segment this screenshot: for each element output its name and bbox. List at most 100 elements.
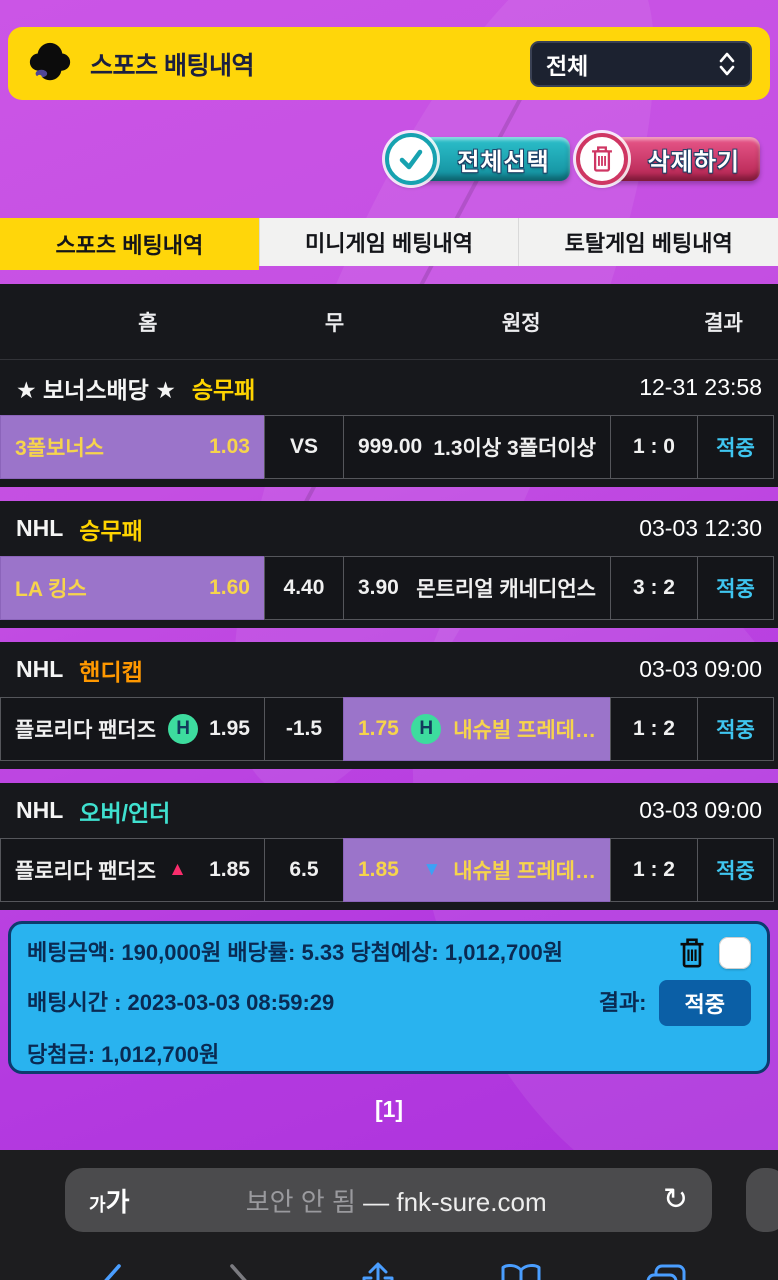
result-cell: 적중	[696, 697, 774, 761]
delete-ticket-trash-icon[interactable]	[677, 936, 707, 970]
market-label: 승무패	[191, 376, 256, 403]
security-label: 보안 안 됨	[245, 1186, 356, 1217]
draw-value: VS	[289, 435, 318, 458]
market-label: 핸디캡	[79, 658, 143, 685]
match-datetime: 03-03 09:00	[639, 656, 762, 682]
trash-icon	[575, 133, 628, 185]
expected-win-value: 1,012,700원	[444, 940, 563, 965]
domain-text: fnk-sure.com	[396, 1186, 547, 1217]
share-icon[interactable]	[358, 1262, 398, 1280]
result-label: 결과:	[598, 990, 647, 1015]
win-amount-label: 당첨금:	[27, 1042, 96, 1067]
score-value: 1 : 2	[632, 858, 675, 881]
away-odds-value: 1.85	[357, 858, 399, 881]
market-label: 승무패	[79, 517, 143, 544]
over-triangle-icon: ▲	[168, 859, 187, 880]
league-label: NHL	[16, 656, 64, 682]
bet-row: 3폴보너스 1.03 VS 999.00 1.3이상 3폴더이상 1 : 0 적…	[0, 415, 778, 487]
tab-minigame-betting[interactable]: 미니게임 베팅내역	[258, 218, 519, 266]
draw-odds-cell: VS	[263, 415, 344, 479]
board-section-2: NHL 승무패 03-03 12:30 LA 킹스 1.60 4.40 3.90…	[0, 501, 778, 628]
text-size-large-glyph: 가	[105, 1186, 130, 1217]
forward-icon[interactable]	[226, 1262, 256, 1280]
tabs-icon[interactable]	[644, 1262, 688, 1280]
handicap-line-cell: -1.5	[263, 697, 344, 761]
expected-win-label: 당첨예상:	[350, 940, 439, 965]
result-status: 적중	[716, 578, 755, 601]
text-size-button[interactable]: 가 가	[89, 1182, 129, 1219]
bet-row: 플로리다 팬더즈 ▲ 1.85 6.5 1.85 ▼ 내슈빌 프레데… 1	[0, 838, 778, 910]
select-chevrons-icon	[718, 50, 736, 78]
home-odds-value: 1.60	[209, 576, 250, 599]
score-value: 3 : 2	[632, 576, 675, 599]
board-column-headers: 홈 무 원정 결과	[0, 284, 778, 360]
tab-sports-betting[interactable]: 스포츠 베팅내역	[0, 218, 259, 270]
browser-toolbar	[0, 1262, 778, 1280]
match-header: NHL 승무패 03-03 12:30	[0, 501, 778, 556]
bet-summary-card: 베팅금액: 190,000원 배당률: 5.33 당첨예상: 1,012,700…	[8, 921, 770, 1074]
result-status: 적중	[716, 860, 755, 883]
home-odds-value: 1.03	[209, 435, 250, 458]
check-icon	[385, 133, 438, 185]
bet-row: 플로리다 팬더즈 H 1.95 -1.5 1.75 H 내슈빌 프레데…	[0, 697, 778, 769]
handicap-badge-icon: H	[411, 714, 442, 744]
match-header: NHL 오버/언더 03-03 09:00	[0, 783, 778, 838]
bet-amount-label: 베팅금액:	[27, 940, 116, 965]
home-team-name: 3폴보너스	[15, 437, 104, 460]
board-section-1: 홈 무 원정 결과 ★ 보너스배당 ★ 승무패 12-31 23:58 3폴보너…	[0, 284, 778, 487]
home-team-name: 플로리다 팬더즈	[15, 719, 157, 742]
away-team-name: 몬트리얼 캐네디언스	[416, 578, 596, 601]
draw-value: 4.40	[283, 576, 325, 599]
bet-time-line: 배팅시간 : 2023-03-03 08:59:29	[27, 986, 334, 1020]
result-status: 적중	[716, 719, 755, 742]
away-team-name: 내슈빌 프레데…	[453, 860, 596, 883]
over-under-line-cell: 6.5	[263, 838, 344, 902]
filter-selected-value: 전체	[546, 52, 589, 79]
away-odds-cell: 999.00 1.3이상 3폴더이상	[342, 415, 611, 479]
safari-bottom-bar: 가 가 보안 안 됨 — fnk-sure.com ↻	[0, 1150, 778, 1280]
pagination-page-1[interactable]: [1]	[374, 1096, 404, 1122]
board-section-4: NHL 오버/언더 03-03 09:00 플로리다 팬더즈 ▲ 1.85 6.…	[0, 783, 778, 910]
column-header-draw: 무	[324, 311, 345, 335]
summary-amounts-line: 베팅금액: 190,000원 배당률: 5.33 당첨예상: 1,012,700…	[27, 936, 563, 970]
score-cell: 1 : 0	[609, 415, 698, 479]
home-odds-cell: LA 킹스 1.60	[0, 556, 265, 620]
back-icon[interactable]	[95, 1262, 125, 1280]
bet-time-label: 배팅시간 :	[27, 990, 122, 1015]
ticket-select-checkbox[interactable]	[719, 937, 751, 969]
match-header: ★ 보너스배당 ★ 승무패 12-31 23:58	[0, 360, 778, 415]
match-header: NHL 핸디캡 03-03 09:00	[0, 642, 778, 697]
select-all-button[interactable]: 전체선택	[385, 133, 570, 185]
filter-select[interactable]: 전체	[530, 40, 752, 87]
market-label: 오버/언더	[79, 799, 171, 826]
away-odds-value: 1.75	[357, 717, 399, 740]
home-odds-cell: 3폴보너스 1.03	[0, 415, 265, 479]
result-status-badge: 적중	[658, 980, 751, 1026]
home-odds-value: 1.85	[209, 858, 250, 881]
win-amount-line: 당첨금: 1,012,700원	[27, 1038, 751, 1072]
bookmarks-icon[interactable]	[499, 1262, 543, 1280]
betting-history-board: 홈 무 원정 결과 ★ 보너스배당 ★ 승무패 12-31 23:58 3폴보너…	[0, 284, 778, 910]
section-separator	[0, 628, 778, 642]
score-cell: 1 : 2	[609, 697, 698, 761]
away-team-name: 내슈빌 프레데…	[453, 719, 596, 742]
under-triangle-icon: ▼	[422, 859, 442, 880]
next-tab-fragment[interactable]	[746, 1168, 778, 1232]
page-title: 스포츠 배팅내역	[90, 51, 254, 80]
tab-totalgame-betting[interactable]: 토탈게임 베팅내역	[518, 218, 778, 266]
column-header-home: 홈	[138, 311, 158, 335]
league-label: NHL	[16, 797, 64, 823]
match-datetime: 03-03 09:00	[639, 797, 762, 823]
delete-button[interactable]: 삭제하기	[575, 133, 760, 185]
match-datetime: 03-03 12:30	[639, 515, 762, 541]
bet-amount-value: 190,000원	[121, 940, 222, 965]
league-label: ★ 보너스배당 ★	[16, 376, 176, 403]
section-separator	[0, 769, 778, 783]
match-datetime: 12-31 23:58	[639, 374, 762, 400]
win-amount-value: 1,012,700원	[101, 1042, 220, 1067]
away-odds-cell: 1.75 H 내슈빌 프레데…	[342, 697, 611, 761]
separator-dash: —	[363, 1186, 390, 1217]
url-bar[interactable]: 가 가 보안 안 됨 — fnk-sure.com ↻	[65, 1168, 712, 1232]
reload-icon[interactable]: ↻	[662, 1183, 688, 1216]
